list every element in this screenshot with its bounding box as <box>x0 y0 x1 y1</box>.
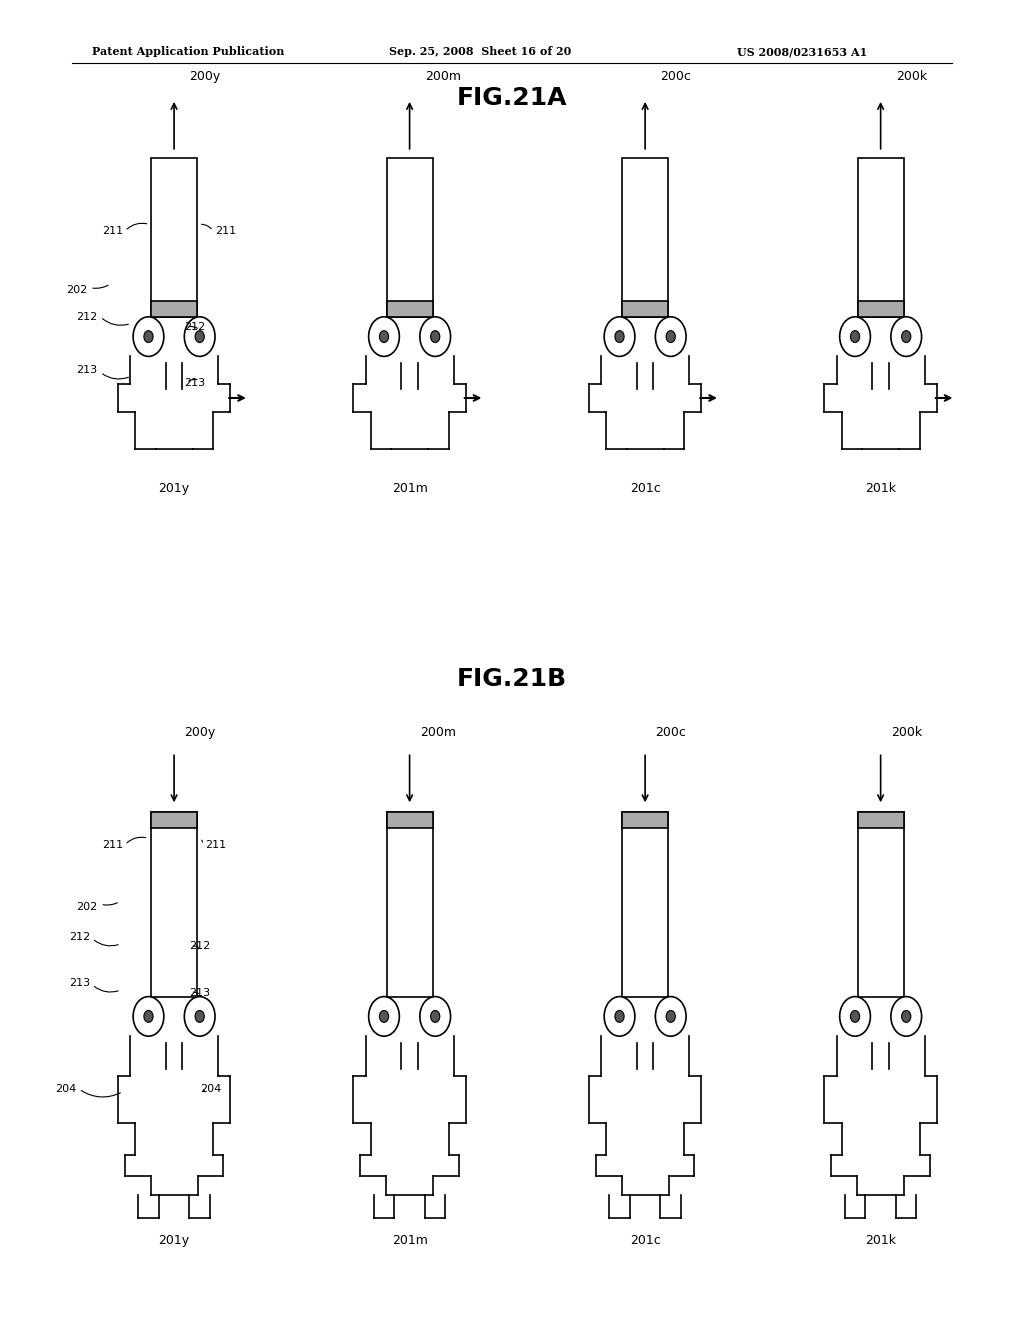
Circle shape <box>431 1011 440 1022</box>
Bar <box>858 812 904 997</box>
Bar <box>858 812 904 828</box>
Text: 213: 213 <box>189 987 211 998</box>
Text: 202: 202 <box>76 902 97 912</box>
Bar <box>387 158 432 317</box>
Text: 213: 213 <box>76 364 97 375</box>
Circle shape <box>850 330 859 343</box>
Bar <box>623 158 669 317</box>
Circle shape <box>143 330 154 343</box>
Circle shape <box>891 997 922 1036</box>
Circle shape <box>195 330 205 343</box>
Text: 201m: 201m <box>391 1234 428 1247</box>
Text: US 2008/0231653 A1: US 2008/0231653 A1 <box>737 46 867 57</box>
Circle shape <box>655 317 686 356</box>
Text: 211: 211 <box>215 226 237 236</box>
Bar <box>858 158 904 317</box>
Text: 201m: 201m <box>391 482 428 495</box>
Text: 201k: 201k <box>865 1234 896 1247</box>
Text: 211: 211 <box>205 840 226 850</box>
Text: 213: 213 <box>184 378 206 388</box>
Circle shape <box>667 330 676 343</box>
Bar <box>387 301 432 317</box>
Bar <box>858 301 904 317</box>
Circle shape <box>891 317 922 356</box>
Text: 200k: 200k <box>891 726 922 739</box>
Text: Patent Application Publication: Patent Application Publication <box>92 46 285 57</box>
Circle shape <box>604 997 635 1036</box>
Text: 201y: 201y <box>159 482 189 495</box>
Circle shape <box>614 330 624 343</box>
Circle shape <box>184 317 215 356</box>
Text: 213: 213 <box>69 978 90 989</box>
Text: 201k: 201k <box>865 482 896 495</box>
Circle shape <box>420 317 451 356</box>
Text: 212: 212 <box>76 312 97 322</box>
Circle shape <box>840 997 870 1036</box>
Circle shape <box>369 997 399 1036</box>
Text: 200y: 200y <box>189 70 221 83</box>
Text: 200y: 200y <box>184 726 216 739</box>
Circle shape <box>614 1011 624 1022</box>
Text: 212: 212 <box>189 941 211 952</box>
Text: 201y: 201y <box>159 1234 189 1247</box>
Circle shape <box>369 317 399 356</box>
Circle shape <box>604 317 635 356</box>
Text: 212: 212 <box>184 322 206 333</box>
Circle shape <box>667 1011 676 1022</box>
Circle shape <box>840 317 870 356</box>
Bar <box>152 301 197 317</box>
Bar <box>623 301 669 317</box>
Bar <box>152 158 197 317</box>
Text: 200c: 200c <box>660 70 691 83</box>
Text: 204: 204 <box>200 1084 221 1094</box>
Text: 201c: 201c <box>630 482 660 495</box>
Circle shape <box>420 997 451 1036</box>
Text: 201c: 201c <box>630 1234 660 1247</box>
Bar <box>152 812 197 828</box>
Circle shape <box>379 330 389 343</box>
Circle shape <box>655 997 686 1036</box>
Bar <box>623 812 669 828</box>
Text: 200c: 200c <box>655 726 686 739</box>
Bar <box>387 812 432 828</box>
Circle shape <box>850 1011 859 1022</box>
Circle shape <box>133 317 164 356</box>
Text: 200m: 200m <box>425 70 461 83</box>
Circle shape <box>431 330 440 343</box>
Text: 202: 202 <box>66 285 87 296</box>
Text: 211: 211 <box>101 840 123 850</box>
Circle shape <box>195 1011 205 1022</box>
Text: FIG.21B: FIG.21B <box>457 667 567 690</box>
Bar <box>387 812 432 997</box>
Circle shape <box>379 1011 389 1022</box>
Text: FIG.21A: FIG.21A <box>457 86 567 110</box>
Text: Sep. 25, 2008  Sheet 16 of 20: Sep. 25, 2008 Sheet 16 of 20 <box>389 46 571 57</box>
Circle shape <box>184 997 215 1036</box>
Text: 204: 204 <box>55 1084 77 1094</box>
Text: 211: 211 <box>101 226 123 236</box>
Bar <box>623 812 669 997</box>
Bar <box>152 812 197 997</box>
Text: 200m: 200m <box>420 726 456 739</box>
Text: 200k: 200k <box>896 70 927 83</box>
Circle shape <box>902 330 911 343</box>
Circle shape <box>133 997 164 1036</box>
Circle shape <box>902 1011 911 1022</box>
Text: 212: 212 <box>69 932 90 942</box>
Circle shape <box>143 1011 154 1022</box>
